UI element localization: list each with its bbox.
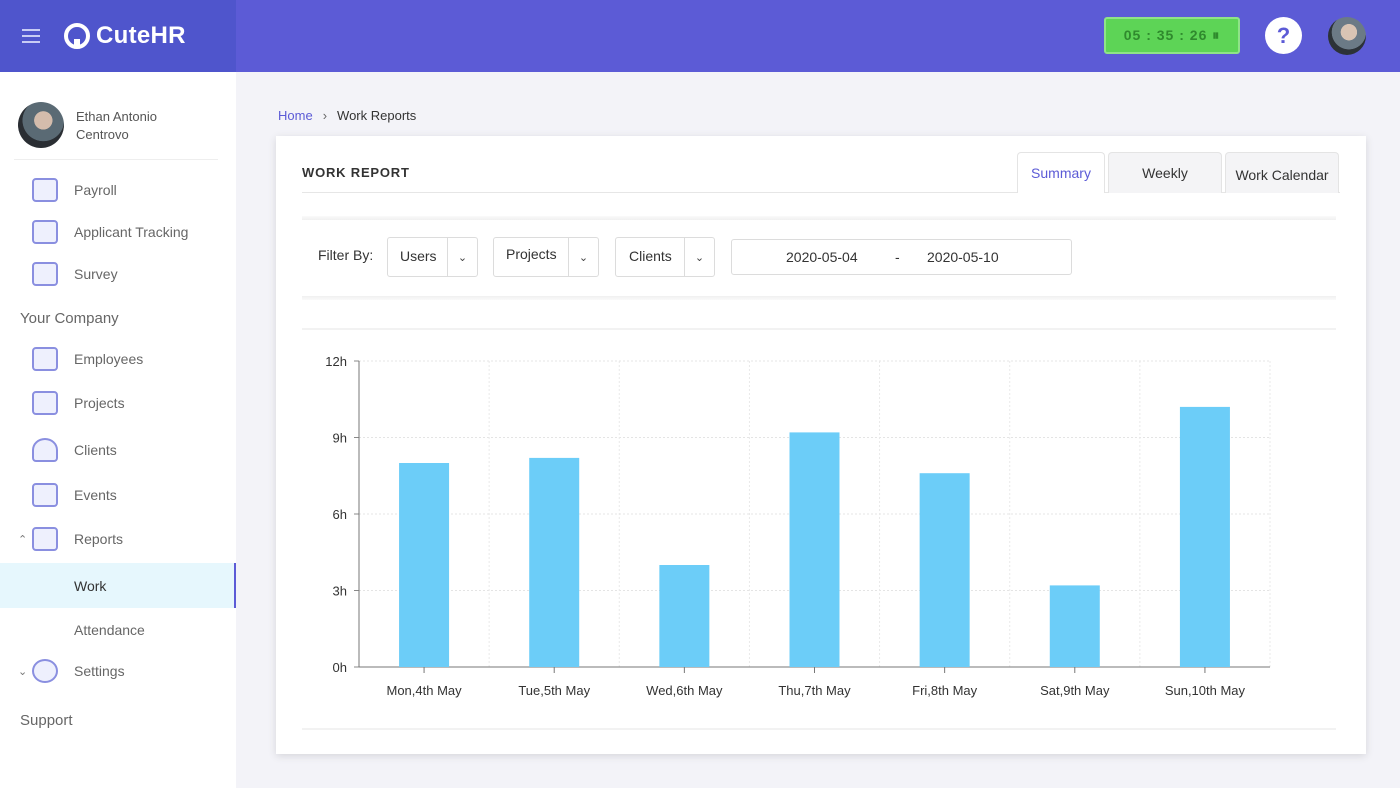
menu-icon[interactable] [22, 29, 40, 43]
divider [302, 216, 1336, 220]
brand-area: CuteHR [0, 0, 236, 72]
avatar[interactable] [1328, 17, 1366, 55]
payroll-icon [32, 178, 58, 202]
sidebar-item-clients[interactable]: Clients [0, 430, 236, 470]
applicant-tracking-icon [32, 220, 58, 244]
clients-select[interactable]: Clients ⌄ [615, 237, 715, 277]
work-report-card: WORK REPORT Summary Weekly Work Calendar… [276, 136, 1366, 754]
projects-select[interactable]: Projects ⌄ [493, 237, 599, 277]
chevron-down-icon: ⌄ [684, 238, 714, 276]
date-separator: - [895, 249, 900, 265]
users-select[interactable]: Users ⌄ [387, 237, 478, 277]
help-icon[interactable]: ? [1265, 17, 1302, 54]
sidebar-item-label: Employees [74, 351, 144, 367]
divider [302, 296, 1336, 300]
sidebar-item-label: Applicant Tracking [74, 224, 189, 240]
sidebar-item-label: Clients [74, 442, 117, 458]
logo-icon [64, 23, 90, 49]
sidebar-item-applicant-tracking[interactable]: Applicant Tracking [0, 212, 236, 252]
user-name: Ethan Antonio Centrovo [76, 109, 157, 142]
sidebar-item-label: Settings [74, 663, 125, 679]
survey-icon [32, 262, 58, 286]
sidebar-item-attendance[interactable]: Attendance [0, 610, 236, 650]
breadcrumb-current: Work Reports [337, 108, 417, 123]
sidebar-item-payroll[interactable]: Payroll [0, 170, 236, 210]
clients-select-value: Clients [629, 248, 672, 264]
sidebar-item-label: Reports [74, 531, 124, 547]
events-icon [32, 483, 58, 507]
sidebar-item-label: Work [74, 577, 107, 594]
card-title: WORK REPORT [302, 165, 410, 180]
sidebar-item-settings[interactable]: ⌄ Settings [0, 651, 236, 691]
sidebar-item-label: Attendance [74, 622, 145, 638]
sidebar: Ethan Antonio Centrovo Payroll Applicant… [0, 72, 236, 788]
sidebar-item-label: Projects [74, 395, 125, 411]
app-name: CuteHR [96, 22, 186, 49]
sidebar-item-employees[interactable]: Employees [0, 339, 236, 379]
user-profile[interactable]: Ethan Antonio Centrovo [14, 100, 218, 160]
chevron-right-icon: › [322, 108, 328, 123]
sidebar-section-company: Your Company [20, 310, 119, 327]
divider [302, 192, 1340, 193]
projects-select-value: Projects [506, 246, 557, 262]
projects-icon [32, 391, 58, 415]
breadcrumb-home[interactable]: Home [278, 108, 313, 123]
divider [302, 728, 1336, 730]
date-start: 2020-05-04 [786, 249, 858, 265]
chevron-up-icon: ⌃ [18, 533, 28, 546]
date-end: 2020-05-10 [927, 249, 999, 265]
tab-work-calendar[interactable]: Work Calendar [1225, 152, 1339, 193]
divider [302, 328, 1336, 330]
sidebar-item-label: Events [74, 487, 117, 503]
reports-icon [32, 527, 58, 551]
users-select-value: Users [400, 248, 437, 264]
work-timer[interactable]: 05 : 35 : 26 ⏸ [1104, 17, 1240, 54]
sidebar-item-label: Payroll [74, 182, 117, 198]
sidebar-item-label: Survey [74, 266, 118, 282]
date-range-input[interactable]: 2020-05-04 - 2020-05-10 [731, 239, 1072, 275]
chevron-down-icon: ⌄ [447, 238, 477, 276]
filter-label: Filter By: [318, 247, 374, 263]
chevron-down-icon: ⌄ [18, 665, 28, 678]
sidebar-item-work[interactable]: Work [0, 563, 236, 608]
sidebar-item-reports[interactable]: ⌃ Reports [0, 519, 236, 559]
user-avatar [18, 102, 64, 148]
chevron-down-icon: ⌄ [568, 238, 598, 276]
clients-icon [32, 438, 58, 462]
tab-weekly[interactable]: Weekly [1108, 152, 1222, 193]
sidebar-item-survey[interactable]: Survey [0, 254, 236, 294]
sidebar-item-projects[interactable]: Projects [0, 383, 236, 423]
tab-summary[interactable]: Summary [1017, 152, 1105, 193]
sidebar-item-support[interactable]: Support [20, 712, 73, 729]
sidebar-item-events[interactable]: Events [0, 475, 236, 515]
employees-icon [32, 347, 58, 371]
gear-icon [32, 659, 58, 683]
breadcrumb: Home › Work Reports [278, 108, 416, 123]
top-bar: CuteHR 05 : 35 : 26 ⏸ ? [0, 0, 1400, 72]
